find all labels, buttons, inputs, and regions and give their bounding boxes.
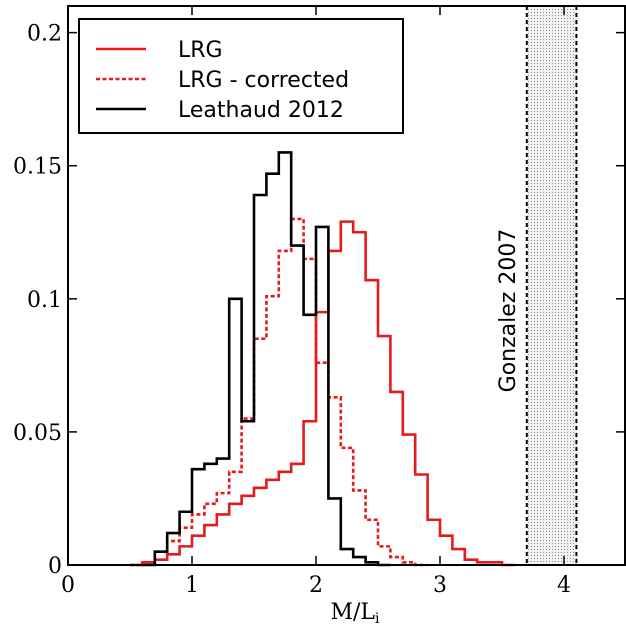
x-tick-label: 2 bbox=[309, 573, 323, 598]
gonzalez-2007-band bbox=[526, 6, 577, 565]
y-tick-label: 0 bbox=[48, 554, 62, 579]
tick-layer: 0 1 2 3 4 0 0.05 0.1 0.15 0.2 bbox=[13, 6, 625, 598]
series-lrg-corrected-line bbox=[130, 217, 428, 567]
x-tick-label: 1 bbox=[185, 573, 199, 598]
x-tick-label: 0 bbox=[61, 573, 75, 598]
y-tick-label: 0.15 bbox=[13, 155, 62, 180]
x-axis-title-main: M/L bbox=[330, 600, 375, 625]
band-layer: Gonzalez 2007 bbox=[496, 6, 578, 565]
x-axis-title: M/Li bbox=[330, 600, 380, 627]
legend-box bbox=[78, 18, 404, 134]
series-layer bbox=[130, 151, 515, 567]
y-tick-label: 0.05 bbox=[13, 421, 62, 446]
plot-frame bbox=[67, 5, 626, 566]
x-tick-label: 3 bbox=[433, 573, 447, 598]
legend-label: Leathaud 2012 bbox=[178, 98, 344, 123]
series-lrg-line bbox=[130, 220, 515, 567]
band-label: Gonzalez 2007 bbox=[496, 229, 521, 393]
x-axis-title-subscript: i bbox=[375, 611, 380, 627]
y-tick-label: 0.1 bbox=[27, 288, 62, 313]
y-tick-label: 0.2 bbox=[27, 22, 62, 47]
legend-label: LRG bbox=[178, 38, 223, 63]
series-leathaud-2012-line bbox=[142, 151, 391, 567]
legend-label: LRG - corrected bbox=[178, 68, 349, 93]
x-tick-label: 4 bbox=[557, 573, 571, 598]
legend: LRG LRG - corrected Leathaud 2012 bbox=[78, 18, 404, 134]
